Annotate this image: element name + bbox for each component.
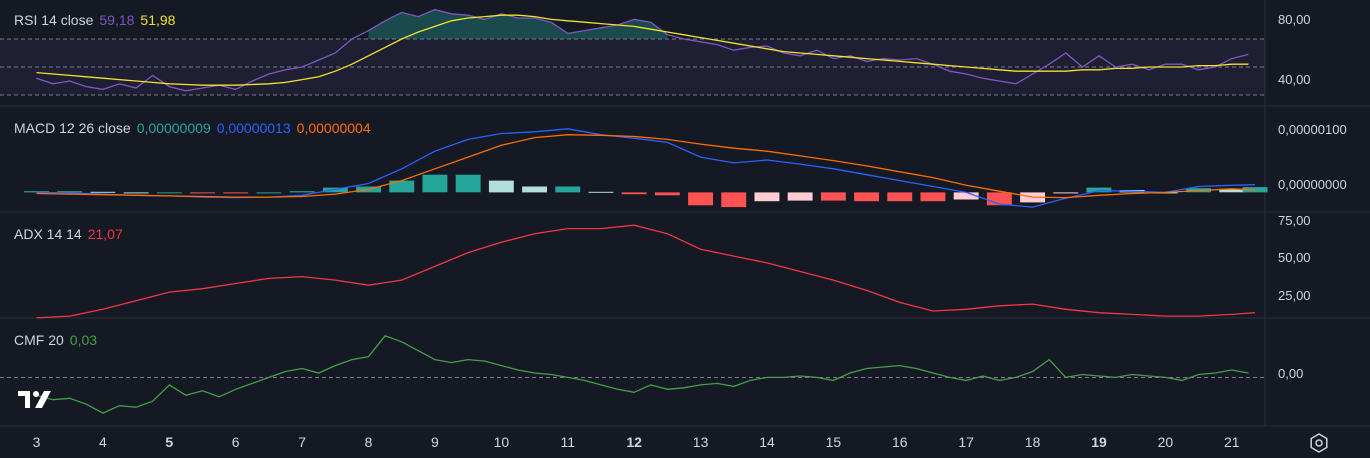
x-tick-label: 7 — [298, 434, 306, 450]
macd-histogram-bar — [555, 186, 581, 193]
x-tick-label: 20 — [1157, 434, 1174, 450]
gear-icon[interactable] — [1308, 432, 1330, 454]
macd-histogram-bar — [1242, 187, 1268, 193]
macd-histogram-bar — [256, 192, 282, 194]
adx-tick-25: 25,00 — [1278, 288, 1311, 303]
cmf-legend: CMF 20 0,03 — [14, 332, 97, 348]
x-tick-label: 17 — [958, 434, 974, 450]
macd-histogram-bar — [820, 192, 846, 201]
macd-histogram-bar — [654, 192, 680, 196]
macd-histogram-bar — [90, 191, 116, 193]
x-tick-label: 14 — [759, 434, 775, 450]
adx-value: 21,07 — [87, 226, 123, 242]
macd-histogram-bar — [854, 192, 879, 202]
x-tick-label: 13 — [692, 434, 709, 450]
rsi-ma-value: 51,98 — [140, 12, 176, 28]
cmf-value: 0,03 — [69, 332, 98, 348]
rsi-line — [36, 8, 1249, 92]
macd-histogram-bar — [522, 186, 547, 193]
macd-value: 0,00000013 — [216, 120, 291, 136]
x-tick-label: 10 — [493, 434, 510, 450]
adx-line — [36, 224, 1256, 319]
macd-histogram-bar — [688, 192, 713, 206]
macd-hist-value: 0,00000009 — [136, 120, 211, 136]
x-tick-label: 3 — [32, 434, 41, 450]
macd-histogram-bar — [920, 192, 946, 202]
signal-line — [36, 134, 1256, 199]
macd-histogram-bar — [223, 192, 249, 194]
macd-tick-100: 0,00000100 — [1278, 122, 1347, 137]
macd-histogram-bar — [123, 192, 149, 194]
adx-legend: ADX 14 14 21,07 — [14, 226, 123, 242]
tradingview-logo-icon[interactable] — [18, 388, 58, 410]
macd-legend: MACD 12 26 close 0,00000009 0,00000013 0… — [14, 120, 371, 136]
adx-legend-name: ADX 14 14 — [14, 226, 82, 242]
x-tick-label: 15 — [825, 434, 842, 450]
macd-histogram-bar — [754, 192, 780, 202]
macd-histogram-bar — [887, 192, 913, 202]
x-tick-label: 21 — [1224, 434, 1240, 450]
cmf-legend-name: CMF 20 — [14, 332, 64, 348]
rsi-tick-80: 80,00 — [1278, 12, 1311, 27]
macd-histogram-bar — [621, 192, 647, 195]
rsi-tick-40: 40,00 — [1278, 72, 1311, 87]
macd-tick-0: 0,00000000 — [1278, 177, 1347, 192]
macd-histogram-bar — [986, 192, 1012, 206]
macd-line — [36, 128, 1256, 208]
macd-histogram-bar — [721, 192, 747, 208]
macd-histogram-bar — [787, 192, 813, 201]
cmf-tick-0: 0,00 — [1278, 366, 1304, 381]
macd-histogram-bar — [588, 191, 614, 193]
rsi-legend-name: RSI 14 close — [14, 12, 94, 28]
macd-histogram-bar — [190, 192, 215, 194]
x-tick-label: 19 — [1091, 434, 1107, 450]
cmf-line — [36, 335, 1249, 414]
macd-histogram-bar — [289, 191, 315, 193]
rsi-legend: RSI 14 close 59,18 51,98 — [14, 12, 175, 28]
x-tick-label: 12 — [626, 434, 642, 450]
macd-histogram-bar — [389, 180, 415, 193]
macd-histogram-bar — [455, 174, 481, 193]
macd-histogram-bar — [57, 191, 83, 193]
x-tick-label: 11 — [560, 434, 576, 450]
x-tick-label: 16 — [892, 434, 908, 450]
x-tick-label: 8 — [364, 434, 373, 450]
macd-histogram-bar — [1053, 192, 1079, 194]
x-tick-label: 4 — [98, 434, 107, 450]
rsi-ma-line — [36, 14, 1249, 86]
rsi-value: 59,18 — [99, 12, 135, 28]
macd-histogram-bar — [422, 174, 448, 193]
macd-histogram-bar — [953, 192, 979, 200]
rsi-overbought-fill — [368, 9, 668, 39]
macd-histogram-bar — [1219, 188, 1245, 193]
x-tick-label: 6 — [231, 434, 240, 450]
x-tick-label: 18 — [1024, 434, 1041, 450]
macd-legend-name: MACD 12 26 close — [14, 120, 131, 136]
x-tick-label: 5 — [165, 434, 174, 450]
x-tick-label: 9 — [430, 434, 439, 450]
adx-tick-75: 75,00 — [1278, 213, 1311, 228]
macd-histogram-bar — [156, 192, 182, 194]
macd-histogram-bar — [488, 180, 514, 193]
adx-tick-50: 50,00 — [1278, 250, 1311, 265]
macd-signal-value: 0,00000004 — [296, 120, 371, 136]
